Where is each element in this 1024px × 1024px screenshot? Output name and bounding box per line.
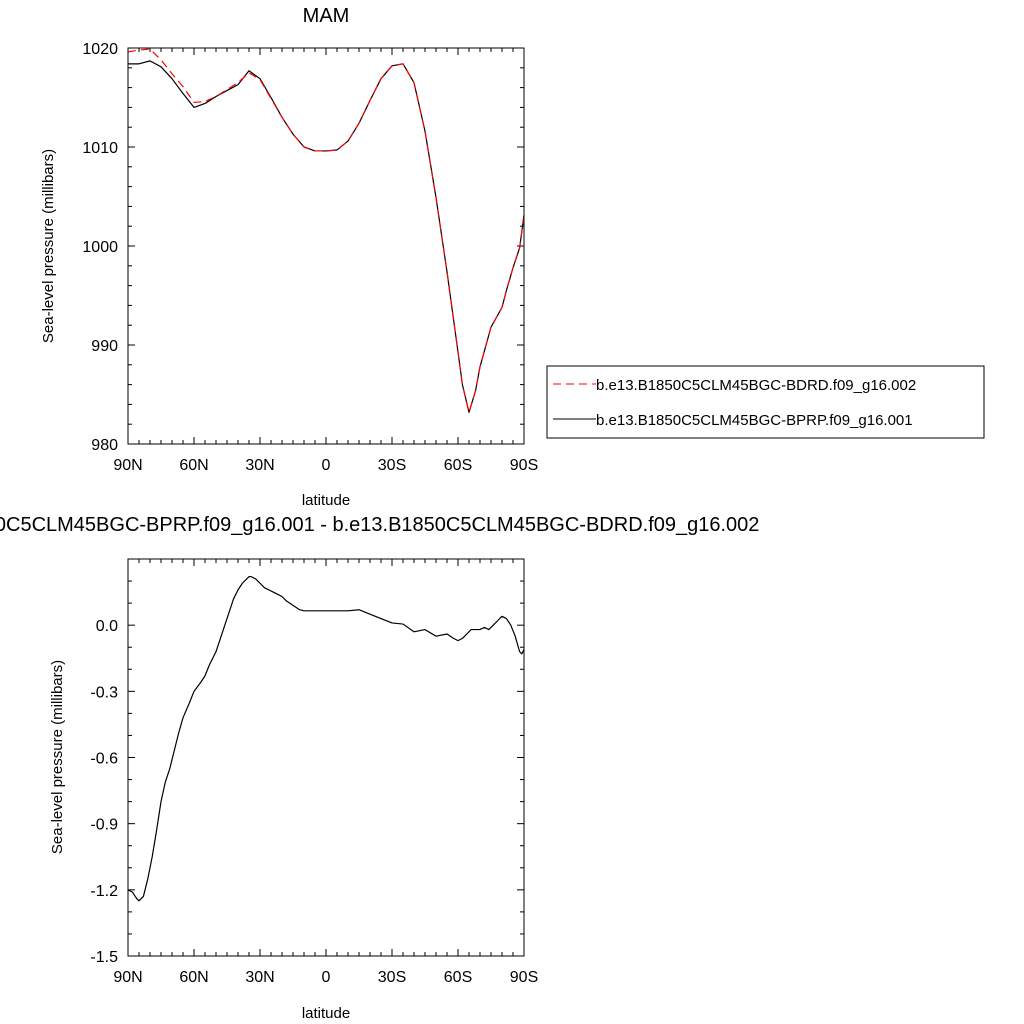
bottom-chart-x-tick-label: 60S <box>444 969 472 986</box>
legend-box <box>546 365 985 439</box>
top-chart-y-tick-label: 1020 <box>82 41 118 58</box>
top-chart-y-tick-label: 980 <box>91 437 118 454</box>
bottom-chart-x-tick-label: 30N <box>245 969 274 986</box>
bottom-chart-x-tick-label: 0 <box>322 969 331 986</box>
top-chart-ticks <box>127 47 525 445</box>
top-chart-y-axis-label: Sea-level pressure (millibars) <box>40 149 57 343</box>
bottom-chart-y-tick-label: -0.3 <box>90 684 118 701</box>
bottom-chart-y-axis-label: Sea-level pressure (millibars) <box>49 660 66 854</box>
bottom-chart-x-axis-label: latitude <box>302 1005 350 1022</box>
bottom-chart-ticks <box>127 558 525 957</box>
bottom-chart-y-tick-label: 0.0 <box>96 618 118 635</box>
top-chart-x-tick-label: 90S <box>510 457 538 474</box>
top-chart-series-line-2 <box>128 60 525 413</box>
legend-entry-bdrd: b.e13.B1850C5CLM45BGC-BDRD.f09_g16.002 <box>596 377 916 394</box>
legend-entry-bprp: b.e13.B1850C5CLM45BGC-BPRP.f09_g16.001 <box>596 412 913 429</box>
bottom-chart-y-tick-label: -0.9 <box>90 817 118 834</box>
top-chart-x-tick-label: 0 <box>322 457 331 474</box>
top-chart-x-tick-label: 90N <box>113 457 142 474</box>
bottom-chart-x-tick-label: 30S <box>378 969 406 986</box>
top-chart-series-line-1 <box>127 48 525 413</box>
top-chart-y-tick-label: 990 <box>91 338 118 355</box>
bottom-chart-y-tick-label: -1.2 <box>90 883 118 900</box>
legend: b.e13.B1850C5CLM45BGC-BDRD.f09_g16.002 b… <box>546 365 985 439</box>
top-chart-x-tick-label: 60N <box>179 457 208 474</box>
top-chart-x-axis-label: latitude <box>302 492 350 509</box>
top-chart-series <box>127 48 525 413</box>
top-chart-x-tick-label: 30S <box>378 457 406 474</box>
top-chart-title: MAM <box>303 5 350 27</box>
top-chart-plot-frame <box>127 47 525 445</box>
bottom-chart-series <box>127 576 525 902</box>
top-chart-x-tick-label: 30N <box>245 457 274 474</box>
bottom-chart-y-tick-label: -1.5 <box>90 949 118 966</box>
bottom-chart-series-line-1 <box>127 576 525 902</box>
bottom-chart-title: b.e13.B1850C5CLM45BGC-BPRP.f09_g16.001 -… <box>0 514 759 536</box>
bottom-chart-x-tick-label: 90N <box>113 969 142 986</box>
bottom-chart-plot-frame <box>127 558 525 957</box>
bottom-chart-x-tick-label: 60N <box>179 969 208 986</box>
bottom-chart-x-tick-label: 90S <box>510 969 538 986</box>
top-chart-x-tick-label: 60S <box>444 457 472 474</box>
top-chart-y-tick-label: 1010 <box>82 140 118 157</box>
top-chart-y-tick-label: 1000 <box>82 239 118 256</box>
bottom-chart-tick-labels: 90N 60N 30N 0 30S 60S 90S -1.5 -1.2 -0.9 -0.6 -0.3 0… <box>90 618 538 986</box>
bottom-chart-y-tick-label: -0.6 <box>90 751 118 768</box>
top-chart-tick-labels: 90N 60N 30N 0 30S 60S 90S 980 990 1000 1010 1020 <box>82 41 538 474</box>
